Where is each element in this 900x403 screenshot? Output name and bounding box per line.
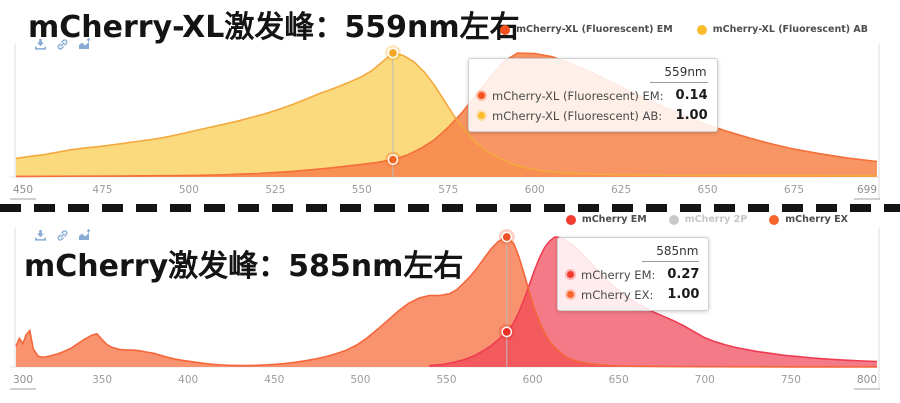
chart-add-icon[interactable] [78, 229, 91, 242]
x-tick-label[interactable]: 300 [13, 374, 33, 386]
tooltip-series-value: 1.00 [667, 287, 700, 302]
x-tick-label: 750 [781, 374, 801, 386]
tooltip-series-dot [567, 271, 574, 278]
tooltip-row: mCherry EX: 1.00 [567, 287, 699, 302]
legend-dot [769, 214, 780, 225]
legend-item[interactable]: mCherry-XL (Fluorescent) EM [500, 24, 673, 35]
x-tick-label: 650 [698, 184, 718, 196]
legend-label: mCherry-XL (Fluorescent) EM [516, 24, 673, 35]
tooltip-series-label: mCherry-XL (Fluorescent) AB: [492, 108, 663, 123]
tooltip-series-dot [567, 291, 574, 298]
series-area-mCherry EM[interactable] [429, 237, 877, 367]
chart-add-icon[interactable] [78, 38, 91, 51]
tooltip-series-value: 0.27 [667, 267, 700, 282]
x-tick-label: 475 [92, 184, 112, 196]
link-icon[interactable] [56, 38, 69, 51]
x-tick-label: 500 [350, 374, 370, 386]
x-tick-label[interactable]: 450 [13, 184, 33, 196]
x-tick-label: 450 [264, 374, 284, 386]
legend-dot [696, 24, 707, 35]
series-line-mCherry-XL (Fluorescent) EM [15, 52, 878, 178]
legend-dot [668, 214, 679, 225]
spectra-plot-mcherry-xl[interactable]: 450 475 500 525 550 575 600 625 650 675 699 [0, 0, 900, 205]
tooltip-row: mCherry EM: 0.27 [567, 267, 699, 282]
hover-marker [502, 328, 511, 336]
x-tick-label: 550 [436, 374, 456, 386]
hover-tooltip: 585nm mCherry EM: 0.27 mCherry EX: 1.00 [557, 237, 710, 311]
series-area-mCherry-XL (Fluorescent) EM[interactable] [16, 53, 877, 177]
chart-title-mcherry: mCherry激发峰：585nm左右 [24, 249, 464, 284]
chart-toolbar [34, 38, 91, 51]
x-tick-label: 525 [265, 184, 285, 196]
legend-label: mCherry EX [785, 214, 848, 225]
spectra-plot-mcherry[interactable]: 300 350 400 450 500 550 600 650 700 750 800 [0, 212, 900, 403]
x-tick-label: 600 [525, 184, 545, 196]
section-divider [0, 204, 900, 212]
legend-label: mCherry-XL (Fluorescent) AB [712, 24, 868, 35]
legend: mCherry-XL (Fluorescent) EM mCherry-XL (F… [500, 24, 868, 35]
hover-marker [389, 49, 397, 57]
tooltip-series-dot [478, 112, 485, 119]
series-area-mCherry-XL (Fluorescent) AB[interactable] [16, 53, 877, 177]
legend-item[interactable]: mCherry 2P [668, 214, 748, 225]
series-line-mCherry-XL (Fluorescent) AB [15, 52, 878, 177]
download-icon[interactable] [34, 38, 47, 51]
tooltip-series-dot [478, 92, 485, 99]
legend-label: mCherry EM [581, 214, 647, 225]
tooltip-series-value: 0.14 [675, 88, 708, 103]
x-tick-label: 625 [611, 184, 631, 196]
chart-toolbar [34, 229, 91, 242]
legend-item[interactable]: mCherry EX [769, 214, 848, 225]
x-tick-label: 650 [609, 374, 629, 386]
x-tick-label[interactable]: 699 [857, 184, 877, 196]
series-area-mCherry EX[interactable] [16, 237, 877, 367]
hover-marker [502, 233, 511, 241]
download-icon[interactable] [34, 229, 47, 242]
hover-tooltip: 559nm mCherry-XL (Fluorescent) EM: 0.14 mCh… [468, 58, 718, 132]
tooltip-series-label: mCherry-XL (Fluorescent) EM: [492, 88, 664, 103]
x-tick-label: 675 [784, 184, 804, 196]
x-tick-label: 700 [695, 374, 715, 386]
legend-label: mCherry 2P [684, 214, 748, 225]
series-line-mCherry EX [15, 236, 877, 368]
legend: mCherry EM mCherry 2P mCherry EX [565, 214, 848, 225]
x-tick-label: 400 [178, 374, 198, 386]
legend-item[interactable]: mCherry EM [565, 214, 647, 225]
legend-dot [500, 24, 511, 35]
tooltip-wavelength: 585nm [567, 244, 700, 262]
legend-dot [565, 214, 576, 225]
x-tick-label: 350 [92, 374, 112, 386]
legend-item[interactable]: mCherry-XL (Fluorescent) AB [696, 24, 868, 35]
x-tick-label: 600 [523, 374, 543, 386]
tooltip-series-label: mCherry EM: [581, 267, 656, 282]
x-tick-label[interactable]: 800 [857, 374, 877, 386]
x-tick-label: 550 [352, 184, 372, 196]
tooltip-series-value: 1.00 [675, 108, 708, 123]
tooltip-series-label: mCherry EX: [581, 287, 654, 302]
tooltip-row: mCherry-XL (Fluorescent) EM: 0.14 [478, 88, 708, 103]
x-tick-label: 575 [438, 184, 458, 196]
tooltip-row: mCherry-XL (Fluorescent) AB: 1.00 [478, 108, 708, 123]
link-icon[interactable] [56, 229, 69, 242]
chart-title-mcherry-xl: mCherry-XL激发峰：559nm左右 [28, 10, 520, 45]
tooltip-wavelength: 559nm [478, 65, 708, 83]
x-tick-label: 500 [179, 184, 199, 196]
hover-marker [389, 155, 397, 164]
